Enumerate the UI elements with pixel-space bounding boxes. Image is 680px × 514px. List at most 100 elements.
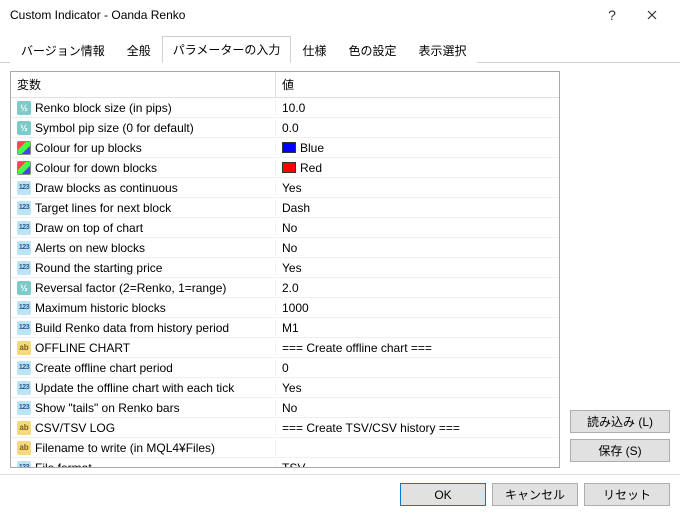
param-value: Dash (282, 201, 310, 215)
table-row[interactable]: 123 Round the starting price Yes (11, 258, 559, 278)
help-button[interactable]: ? (592, 0, 632, 30)
param-name: Build Renko data from history period (35, 321, 229, 335)
table-row[interactable]: 123 Target lines for next block Dash (11, 198, 559, 218)
ok-button[interactable]: OK (400, 483, 486, 506)
table-row[interactable]: 123 Build Renko data from history period M… (11, 318, 559, 338)
table-row[interactable]: Colour for up blocks Blue (11, 138, 559, 158)
param-name: OFFLINE CHART (35, 341, 130, 355)
param-name: Create offline chart period (35, 361, 173, 375)
table-row[interactable]: 123 Create offline chart period 0 (11, 358, 559, 378)
table-row[interactable]: 123 Draw on top of chart No (11, 218, 559, 238)
param-value: Blue (300, 141, 324, 155)
param-name: Filename to write (in MQL4¥Files) (35, 441, 215, 455)
save-button[interactable]: 保存 (S) (570, 439, 670, 462)
param-value: M1 (282, 321, 299, 335)
param-name: Reversal factor (2=Renko, 1=range) (35, 281, 226, 295)
param-name: Alerts on new blocks (35, 241, 145, 255)
int-type-icon: 123 (17, 321, 31, 335)
tab-4[interactable]: 色の設定 (337, 37, 407, 63)
double-type-icon: ½ (17, 101, 31, 115)
tab-0[interactable]: バージョン情報 (10, 37, 116, 63)
table-row[interactable]: 123 Update the offline chart with each ti… (11, 378, 559, 398)
param-value: Yes (282, 181, 302, 195)
int-type-icon: 123 (17, 221, 31, 235)
close-button[interactable] (632, 0, 672, 30)
int-type-icon: 123 (17, 381, 31, 395)
table-row[interactable]: ½ Symbol pip size (0 for default) 0.0 (11, 118, 559, 138)
int-type-icon: 123 (17, 181, 31, 195)
cancel-button[interactable]: キャンセル (492, 483, 578, 506)
table-header: 変数 値 (11, 72, 559, 98)
param-value: 0 (282, 361, 289, 375)
titlebar: Custom Indicator - Oanda Renko ? (0, 0, 680, 30)
int-type-icon: 123 (17, 241, 31, 255)
table-row[interactable]: Colour for down blocks Red (11, 158, 559, 178)
param-value: TSV (282, 461, 305, 468)
param-value: === Create TSV/CSV history === (282, 421, 460, 435)
param-name: Round the starting price (35, 261, 162, 275)
header-variable[interactable]: 変数 (11, 72, 276, 97)
param-value: 10.0 (282, 101, 305, 115)
param-value: Yes (282, 381, 302, 395)
param-value: 2.0 (282, 281, 299, 295)
table-row[interactable]: 123 Show "tails" on Renko bars No (11, 398, 559, 418)
tabstrip: バージョン情報全般パラメーターの入力仕様色の設定表示選択 (0, 30, 680, 63)
int-type-icon: 123 (17, 261, 31, 275)
params-table: 変数 値 ½ Renko block size (in pips) 10.0 ½ Sym… (10, 71, 560, 468)
string-type-icon: ab (17, 441, 31, 455)
load-button[interactable]: 読み込み (L) (570, 410, 670, 433)
bottom-bar: OK キャンセル リセット (0, 474, 680, 514)
param-value: Red (300, 161, 322, 175)
param-name: Update the offline chart with each tick (35, 381, 234, 395)
param-value: No (282, 401, 297, 415)
param-value: No (282, 221, 297, 235)
table-row[interactable]: ab OFFLINE CHART === Create offline chart … (11, 338, 559, 358)
content-area: 変数 値 ½ Renko block size (in pips) 10.0 ½ Sym… (0, 63, 680, 474)
tab-5[interactable]: 表示選択 (407, 37, 477, 63)
tab-3[interactable]: 仕様 (291, 37, 337, 63)
tab-2[interactable]: パラメーターの入力 (162, 36, 292, 63)
table-row[interactable]: ½ Reversal factor (2=Renko, 1=range) 2.0 (11, 278, 559, 298)
tab-1[interactable]: 全般 (116, 37, 162, 63)
color-type-icon (17, 141, 31, 155)
param-name: Maximum historic blocks (35, 301, 166, 315)
param-value: 0.0 (282, 121, 299, 135)
param-name: Draw blocks as continuous (35, 181, 178, 195)
header-value[interactable]: 値 (276, 72, 559, 97)
table-row[interactable]: ½ Renko block size (in pips) 10.0 (11, 98, 559, 118)
param-value: 1000 (282, 301, 309, 315)
param-value: Yes (282, 261, 302, 275)
param-value: === Create offline chart === (282, 341, 432, 355)
string-type-icon: ab (17, 341, 31, 355)
param-name: Draw on top of chart (35, 221, 143, 235)
color-swatch (282, 142, 296, 153)
window-title: Custom Indicator - Oanda Renko (10, 8, 592, 22)
side-buttons: 読み込み (L) 保存 (S) (570, 71, 670, 468)
param-name: Symbol pip size (0 for default) (35, 121, 194, 135)
close-icon (647, 10, 657, 20)
int-type-icon: 123 (17, 201, 31, 215)
int-type-icon: 123 (17, 361, 31, 375)
color-swatch (282, 162, 296, 173)
int-type-icon: 123 (17, 461, 31, 468)
color-type-icon (17, 161, 31, 175)
table-row[interactable]: 123 Draw blocks as continuous Yes (11, 178, 559, 198)
param-name: CSV/TSV LOG (35, 421, 115, 435)
param-name: Renko block size (in pips) (35, 101, 172, 115)
int-type-icon: 123 (17, 301, 31, 315)
string-type-icon: ab (17, 421, 31, 435)
table-body: ½ Renko block size (in pips) 10.0 ½ Symbol p… (11, 98, 559, 467)
param-name: Show "tails" on Renko bars (35, 401, 180, 415)
param-name: Target lines for next block (35, 201, 171, 215)
int-type-icon: 123 (17, 401, 31, 415)
param-name: Colour for up blocks (35, 141, 142, 155)
reset-button[interactable]: リセット (584, 483, 670, 506)
table-row[interactable]: 123File formatTSV (11, 458, 559, 467)
double-type-icon: ½ (17, 121, 31, 135)
table-row[interactable]: ab CSV/TSV LOG === Create TSV/CSV history … (11, 418, 559, 438)
table-row[interactable]: 123 Maximum historic blocks 1000 (11, 298, 559, 318)
table-row[interactable]: 123Alerts on new blocksNo (11, 238, 559, 258)
param-name: Colour for down blocks (35, 161, 157, 175)
table-row[interactable]: ab Filename to write (in MQL4¥Files) (11, 438, 559, 458)
double-type-icon: ½ (17, 281, 31, 295)
